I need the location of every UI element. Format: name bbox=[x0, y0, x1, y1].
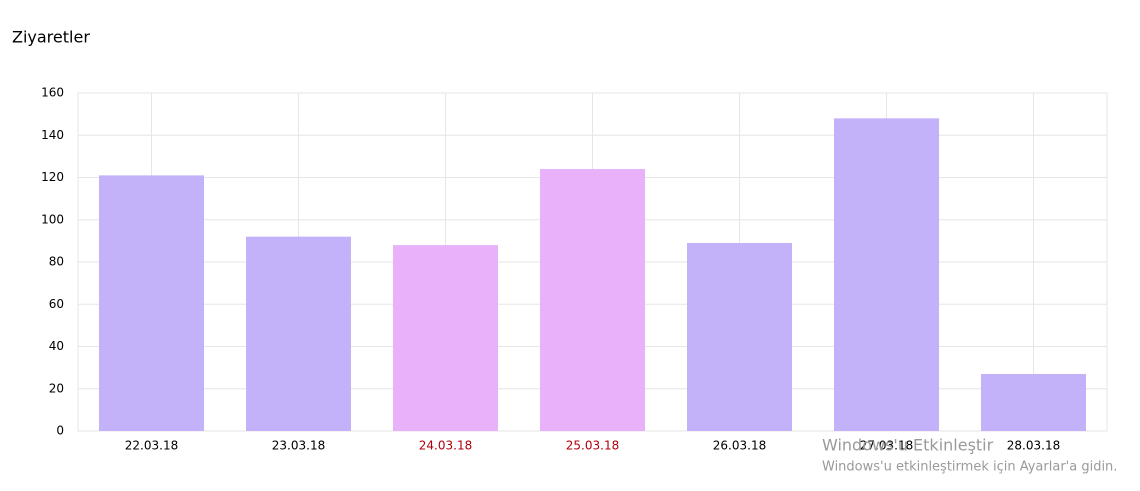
bar bbox=[246, 236, 351, 431]
x-tick-label: 28.03.18 bbox=[1007, 439, 1060, 453]
y-tick-label: 0 bbox=[56, 424, 64, 438]
x-tick-label: 23.03.18 bbox=[272, 439, 325, 453]
bar bbox=[834, 118, 939, 431]
y-tick-label: 80 bbox=[49, 255, 64, 269]
watermark-title: Windows'u Etkinleştir bbox=[822, 436, 994, 455]
bar bbox=[540, 169, 645, 432]
bar bbox=[393, 245, 498, 431]
x-tick-label: 25.03.18 bbox=[566, 439, 619, 453]
y-tick-label: 100 bbox=[41, 212, 64, 226]
x-tick-label: 26.03.18 bbox=[713, 439, 766, 453]
x-tick-label: 22.03.18 bbox=[125, 439, 178, 453]
y-tick-label: 60 bbox=[49, 297, 64, 311]
y-tick-label: 160 bbox=[41, 86, 64, 100]
y-tick-label: 140 bbox=[41, 128, 64, 142]
x-tick-label: 24.03.18 bbox=[419, 439, 472, 453]
y-tick-label: 40 bbox=[49, 339, 64, 353]
watermark-subtitle: Windows'u etkinleştirmek için Ayarlar'a … bbox=[822, 460, 1117, 475]
bar bbox=[981, 373, 1086, 431]
x-tick-label: 27.03.18 bbox=[860, 439, 913, 453]
bar bbox=[99, 175, 204, 431]
bar bbox=[687, 242, 792, 431]
plot: 0 20 40 60 80 100 120 140 160 22.03.18 23.03.18 24.… bbox=[41, 86, 1108, 453]
y-tick-label: 120 bbox=[41, 170, 64, 184]
chart-title: Ziyaretler bbox=[12, 28, 90, 47]
y-tick-label: 20 bbox=[49, 381, 64, 395]
